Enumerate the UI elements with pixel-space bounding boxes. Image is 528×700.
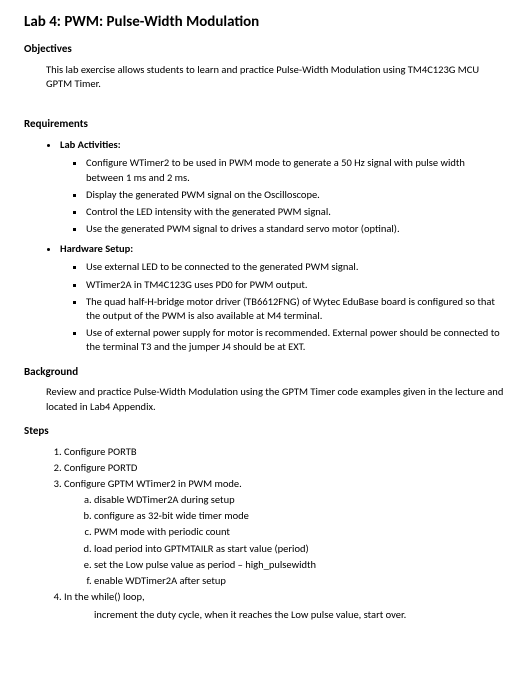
steps-heading: Steps	[24, 424, 504, 439]
objectives-heading: Objectives	[24, 42, 504, 57]
document-page: Lab 4: PWM: Pulse-Width Modulation Objec…	[0, 0, 528, 700]
lab-activities-label: Lab Activities:	[60, 138, 121, 151]
list-item: Control the LED intensity with the gener…	[86, 205, 504, 219]
step-4-subtext: increment the duty cycle, when it reache…	[24, 608, 504, 622]
lab-activities-item: Lab Activities: Configure WTimer2 to be …	[60, 138, 504, 236]
step-item: Configure GPTM WTimer2 in PWM mode. disa…	[64, 477, 504, 588]
substep-item: enable WDTimer2A after setup	[94, 574, 504, 588]
background-text: Review and practice Pulse-Width Modulati…	[24, 385, 504, 413]
hardware-setup-label: Hardware Setup:	[60, 242, 133, 255]
list-item: Use the generated PWM signal to drives a…	[86, 222, 504, 236]
list-item: WTimer2A in TM4C123G uses PD0 for PWM ou…	[86, 278, 504, 292]
hardware-setup-item: Hardware Setup: Use external LED to be c…	[60, 242, 504, 354]
step-3-sublist: disable WDTimer2A during setup configure…	[64, 493, 504, 588]
page-title: Lab 4: PWM: Pulse-Width Modulation	[24, 12, 504, 32]
list-item: Use of external power supply for motor i…	[86, 326, 504, 354]
lab-activities-sublist: Configure WTimer2 to be used in PWM mode…	[60, 156, 504, 236]
step-item: Configure PORTB	[64, 445, 504, 459]
list-item: The quad half-H-bridge motor driver (TB6…	[86, 295, 504, 323]
step-item: In the while() loop,	[64, 590, 504, 604]
substep-item: configure as 32-bit wide timer mode	[94, 509, 504, 523]
list-item: Display the generated PWM signal on the …	[86, 188, 504, 202]
hardware-setup-sublist: Use external LED to be connected to the …	[60, 260, 504, 354]
objectives-text: This lab exercise allows students to lea…	[24, 63, 504, 91]
step-item: Configure PORTD	[64, 461, 504, 475]
requirements-list: Lab Activities: Configure WTimer2 to be …	[24, 138, 504, 354]
substep-item: set the Low pulse value as period – high…	[94, 558, 504, 572]
list-item: Configure WTimer2 to be used in PWM mode…	[86, 156, 504, 184]
substep-item: load period into GPTMTAILR as start valu…	[94, 542, 504, 556]
background-heading: Background	[24, 365, 504, 380]
steps-list: Configure PORTB Configure PORTD Configur…	[24, 445, 504, 605]
substep-item: disable WDTimer2A during setup	[94, 493, 504, 507]
list-item: Use external LED to be connected to the …	[86, 260, 504, 274]
substep-item: PWM mode with periodic count	[94, 525, 504, 539]
step-3-text: Configure GPTM WTimer2 in PWM mode.	[64, 477, 242, 490]
requirements-heading: Requirements	[24, 117, 504, 132]
